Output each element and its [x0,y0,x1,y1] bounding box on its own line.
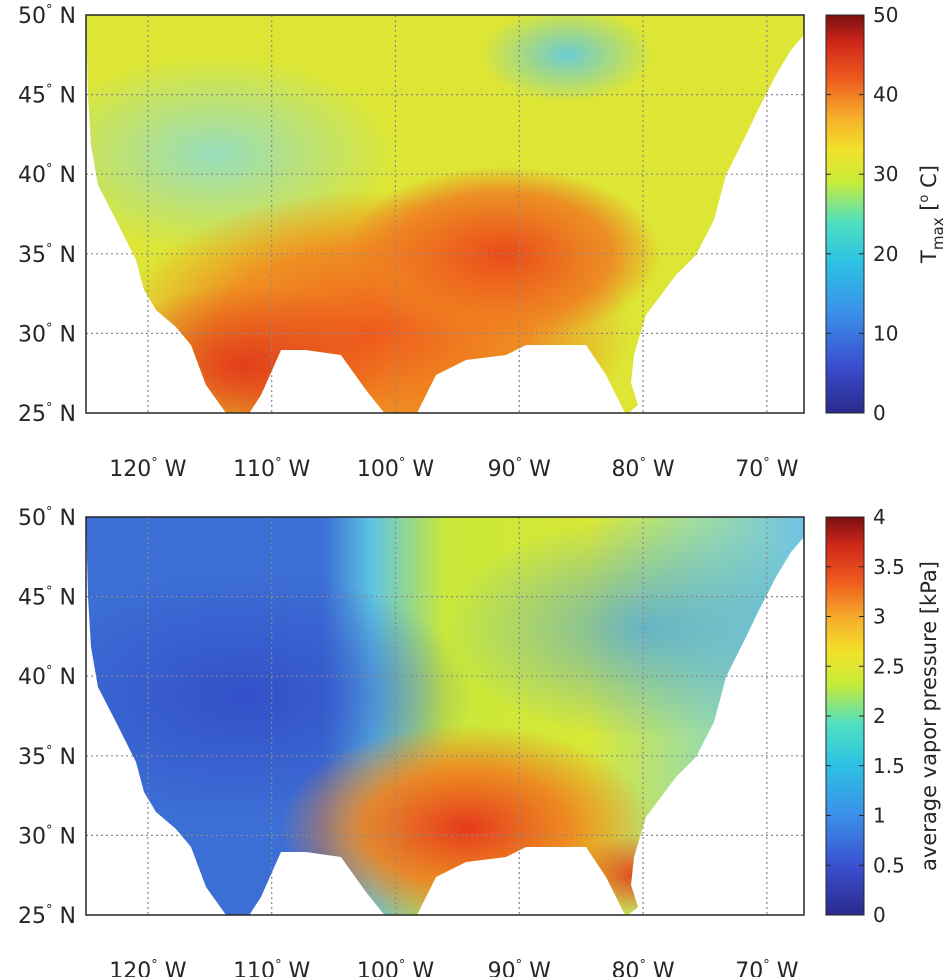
lat-tick-label: 35° N [18,242,76,268]
lat-tick-label: 25° N [18,903,76,929]
colorbar-tick-label: 1.5 [873,754,905,778]
lat-tick-label: 50° N [18,505,76,531]
colorbar-tick-label: 2 [873,704,886,728]
panel-vapor: 50° N45° N40° N35° N30° N25° N 120° W 110… [18,505,941,977]
colorbar-tick-label: 30 [873,162,898,186]
colorbar-tick-label: 0 [873,903,886,927]
panel-tmax: 50° N 45° N 40° N 35° N 30° N 25° N 120° W 110… [18,3,947,482]
lat-tick-label: 30° N [18,823,76,849]
colorbar-tick-label: 3 [873,605,886,629]
colorbar-tick-label: 20 [873,242,898,266]
vapor-grid [86,517,804,915]
tmax-colorbar-bar [825,14,865,414]
lat-tick-label: 30° N [18,321,76,347]
lon-tick-label: 110° W [233,958,310,977]
lat-tick-label: 50° N [18,3,76,29]
lat-tick-label: 45° N [18,585,76,611]
vapor-colorbar-bar [825,516,865,916]
tmax-label-main: T [917,250,941,264]
tmax-lon-ticks: 120° W 110° W 100° W 90° W 80° W 70° W [109,456,798,482]
lat-tick-label: 40° N [18,664,76,690]
lat-tick-label: 45° N [18,83,76,109]
colorbar-tick-label: 0.5 [873,853,905,877]
lon-tick-label: 80° W [611,456,674,482]
tmax-lat-ticks: 50° N 45° N 40° N 35° N 30° N 25° N [18,3,76,427]
colorbar-tick-label: 10 [873,321,898,345]
vapor-frame [85,516,805,916]
tmax-label-sub: max [929,217,947,250]
lon-tick-label: 100° W [357,958,434,977]
lon-tick-label: 100° W [357,456,434,482]
vapor-lat-ticks: 50° N 45° N 40° N 35° N 30° N 25° N [18,505,76,929]
colorbar-tick-label: 2.5 [873,654,905,678]
vapor-lon-ticks: 120° W 110° W 100° W 90° W 80° W 70° W [109,958,798,977]
lon-tick-label: 70° W [735,456,798,482]
tmax-colorbar-ticks: 0 10 20 30 40 50 [826,3,898,425]
vapor-colorbar: 0 0.5 1 1.5 2 2.5 3 3.5 4 average vapor pressure… [825,505,941,927]
lon-tick-label: 70° W [735,958,798,977]
lon-tick-label: 80° W [611,958,674,977]
tmax-label-unit-sup: o [917,195,932,203]
lon-tick-label: 120° W [109,456,186,482]
tmax-map [86,15,804,413]
lon-tick-label: 120° W [109,958,186,977]
lat-tick-label: 35° N [18,744,76,770]
tmax-label-unit: [ [917,203,941,218]
lon-tick-label: 110° W [233,456,310,482]
lon-tick-label: 90° W [488,958,551,977]
colorbar-tick-label: 4 [873,505,886,529]
lat-tick-label: 25° N [18,401,76,427]
vapor-colorbar-ticks: 0 0.5 1 1.5 2 2.5 3 3.5 4 [826,505,905,927]
tmax-colorbar-label: Tmax [o C] [917,165,947,264]
colorbar-tick-label: 0 [873,401,886,425]
vapor-map [86,517,804,915]
lat-tick-label: 40° N [18,162,76,188]
tmax-colorbar: 0 10 20 30 40 50 Tmax [o C] [825,3,947,425]
tmax-frame [85,14,805,414]
colorbar-tick-label: 40 [873,83,898,107]
colorbar-tick-label: 1 [873,804,886,828]
vapor-colorbar-label: average vapor pressure [kPa] [917,561,941,871]
colorbar-tick-label: 50 [873,3,898,27]
colorbar-tick-label: 3.5 [873,555,905,579]
lon-tick-label: 90° W [488,456,551,482]
tmax-label-unit-end: C] [917,165,941,195]
tmax-grid [86,15,804,413]
